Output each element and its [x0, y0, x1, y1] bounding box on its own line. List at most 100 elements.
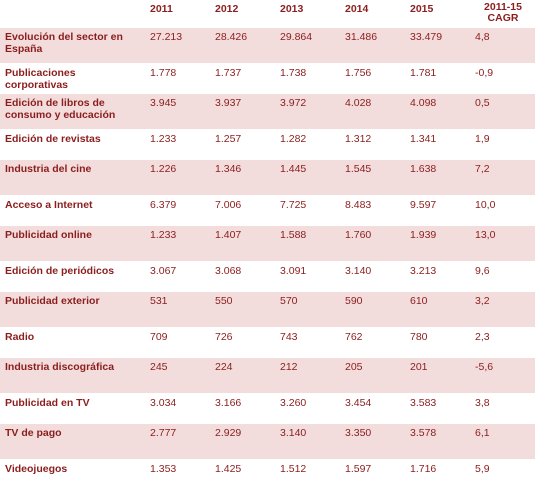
value-cell: 743 — [275, 327, 340, 358]
cagr-cell: -5,6 — [470, 357, 535, 394]
row-label: Industria del cine — [0, 159, 145, 196]
value-cell: 3.166 — [210, 393, 275, 424]
header-2011: 2011 — [150, 3, 173, 15]
value-cell: 7.006 — [210, 195, 275, 226]
value-cell: 1.781 — [405, 63, 470, 94]
value-cell: 1.738 — [275, 63, 340, 94]
value-cell: 1.716 — [405, 459, 470, 490]
cagr-cell: 10,0 — [470, 195, 535, 226]
value-cell: 1.545 — [340, 159, 405, 196]
value-cell: 1.257 — [210, 129, 275, 160]
value-cell: 1.445 — [275, 159, 340, 196]
table-row: Videojuegos 1.353 1.425 1.512 1.597 1.716 5,9 — [0, 459, 535, 490]
row-label: Edición de libros de consumo y educación — [0, 93, 145, 130]
table-row: Radio 709 726 743 762 780 2,3 — [0, 327, 535, 358]
value-cell: 3.213 — [405, 261, 470, 292]
row-label: Industria discográfica — [0, 357, 145, 394]
value-cell: 762 — [340, 327, 405, 358]
value-cell: 3.091 — [275, 261, 340, 292]
value-cell: 1.353 — [145, 459, 210, 490]
cagr-cell: 4,8 — [470, 28, 535, 64]
row-label: Edición de revistas — [0, 129, 145, 160]
row-label: Radio — [0, 327, 145, 358]
value-cell: 3.583 — [405, 393, 470, 424]
row-label: Videojuegos — [0, 459, 145, 490]
header-2015: 2015 — [410, 3, 434, 15]
cagr-cell: 9,6 — [470, 261, 535, 292]
header-2013: 2013 — [280, 3, 304, 15]
value-cell: 8.483 — [340, 195, 405, 226]
cagr-cell: -0,9 — [470, 63, 535, 94]
header-cagr-line1: 2011-15 — [484, 1, 522, 13]
value-cell: 3.937 — [210, 93, 275, 130]
table-row: Publicaciones corporativas 1.778 1.737 1.73… — [0, 63, 535, 94]
value-cell: 1.756 — [340, 63, 405, 94]
value-cell: 1.425 — [210, 459, 275, 490]
table-row: Industria discográfica 245 224 212 205 201 -5,… — [0, 357, 535, 394]
value-cell: 9.597 — [405, 195, 470, 226]
value-cell: 3.034 — [145, 393, 210, 424]
table-row: Edición de periódicos 3.067 3.068 3.091 3.14… — [0, 261, 535, 292]
value-cell: 1.346 — [210, 159, 275, 196]
value-cell: 3.260 — [275, 393, 340, 424]
value-cell: 531 — [145, 291, 210, 328]
value-cell: 2.929 — [210, 423, 275, 460]
value-cell: 726 — [210, 327, 275, 358]
table-row: TV de pago 2.777 2.929 3.140 3.350 3.578 6,1 — [0, 423, 535, 460]
value-cell: 3.068 — [210, 261, 275, 292]
value-cell: 3.067 — [145, 261, 210, 292]
value-cell: 3.578 — [405, 423, 470, 460]
value-cell: 3.454 — [340, 393, 405, 424]
row-label: Publicidad en TV — [0, 393, 145, 424]
value-cell: 33.479 — [405, 28, 470, 64]
row-label: Evolución del sector en España — [0, 28, 145, 64]
header-2014: 2014 — [345, 3, 369, 15]
table-body: Evolución del sector en España 27.213 28.4… — [0, 28, 535, 490]
value-cell: 224 — [210, 357, 275, 394]
cagr-cell: 2,3 — [470, 327, 535, 358]
table-row: Evolución del sector en España 27.213 28.4… — [0, 28, 535, 64]
row-label: TV de pago — [0, 423, 145, 460]
header-row: 2011 2012 2013 2014 2015 2011-15 CAGR — [0, 0, 535, 28]
value-cell: 6.379 — [145, 195, 210, 226]
value-cell: 1.341 — [405, 129, 470, 160]
value-cell: 3.972 — [275, 93, 340, 130]
value-cell: 1.760 — [340, 225, 405, 262]
value-cell: 4.028 — [340, 93, 405, 130]
value-cell: 1.737 — [210, 63, 275, 94]
value-cell: 245 — [145, 357, 210, 394]
value-cell: 27.213 — [145, 28, 210, 64]
cagr-cell: 3,2 — [470, 291, 535, 328]
header-cagr: 2011-15 CAGR — [470, 0, 535, 28]
cagr-cell: 0,5 — [470, 93, 535, 130]
value-cell: 1.407 — [210, 225, 275, 262]
cagr-cell: 3,8 — [470, 393, 535, 424]
value-cell: 3.140 — [340, 261, 405, 292]
value-cell: 28.426 — [210, 28, 275, 64]
header-2012: 2012 — [215, 3, 239, 15]
table-row: Publicidad exterior 531 550 570 590 610 3,2 — [0, 291, 535, 328]
table-row: Publicidad online 1.233 1.407 1.588 1.760 1.9… — [0, 225, 535, 262]
value-cell: 1.778 — [145, 63, 210, 94]
table-row: Edición de revistas 1.233 1.257 1.282 1.312 1… — [0, 129, 535, 160]
header-cagr-line2: CAGR — [487, 12, 519, 24]
value-cell: 780 — [405, 327, 470, 358]
cagr-cell: 7,2 — [470, 159, 535, 196]
value-cell: 31.486 — [340, 28, 405, 64]
table-row: Acceso a Internet 6.379 7.006 7.725 8.483 9.5… — [0, 195, 535, 226]
value-cell: 1.312 — [340, 129, 405, 160]
value-cell: 2.777 — [145, 423, 210, 460]
table-row: Industria del cine 1.226 1.346 1.445 1.545 1.… — [0, 159, 535, 196]
row-label: Publicidad online — [0, 225, 145, 262]
value-cell: 1.233 — [145, 129, 210, 160]
value-cell: 709 — [145, 327, 210, 358]
value-cell: 3.945 — [145, 93, 210, 130]
value-cell: 205 — [340, 357, 405, 394]
value-cell: 1.512 — [275, 459, 340, 490]
row-label: Publicidad exterior — [0, 291, 145, 328]
header-empty — [0, 0, 145, 28]
value-cell: 570 — [275, 291, 340, 328]
row-label: Acceso a Internet — [0, 195, 145, 226]
